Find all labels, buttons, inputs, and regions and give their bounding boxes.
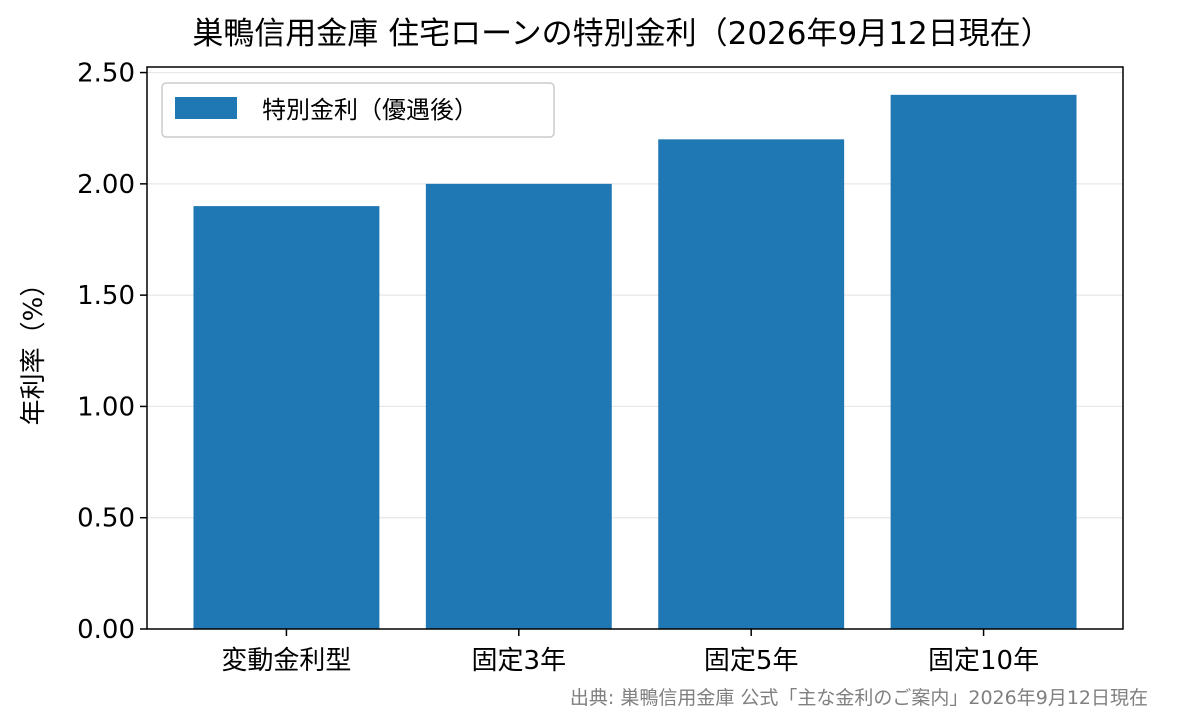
x-tick-label: 変動金利型 bbox=[221, 646, 351, 676]
y-tick-label: 0.50 bbox=[77, 504, 135, 534]
legend-box bbox=[161, 82, 555, 138]
bar bbox=[425, 183, 612, 629]
legend: 特別金利（優遇後） bbox=[161, 82, 555, 138]
x-tick-label: 固定3年 bbox=[472, 646, 567, 676]
x-axis-ticks: 変動金利型 固定3年 固定5年 固定10年 bbox=[221, 629, 1039, 676]
y-axis-label: 年利率（%） bbox=[19, 271, 49, 426]
legend-swatch bbox=[175, 97, 237, 119]
y-axis-ticks: 0.00 0.50 1.00 1.50 2.00 2.50 bbox=[77, 59, 147, 645]
source-note: 出典: 巣鴨信用金庫 公式「主な金利のご案内」2026年9月12日現在 bbox=[570, 687, 1148, 709]
bar bbox=[890, 94, 1077, 630]
y-tick-label: 1.50 bbox=[77, 281, 135, 311]
bar bbox=[193, 206, 380, 629]
bar bbox=[658, 139, 845, 629]
chart-title: 巣鴨信用金庫 住宅ローンの特別金利（2026年9月12日現在） bbox=[192, 16, 1051, 52]
plot-frame bbox=[146, 66, 1124, 630]
bars bbox=[193, 94, 1077, 630]
y-tick-label: 1.00 bbox=[77, 392, 135, 422]
y-tick-label: 0.00 bbox=[77, 615, 135, 645]
y-tick-label: 2.50 bbox=[77, 59, 135, 89]
y-tick-label: 2.00 bbox=[77, 170, 135, 200]
legend-label: 特別金利（優遇後） bbox=[262, 96, 478, 124]
x-tick-label: 固定10年 bbox=[928, 646, 1039, 676]
x-tick-label: 固定5年 bbox=[704, 646, 799, 676]
